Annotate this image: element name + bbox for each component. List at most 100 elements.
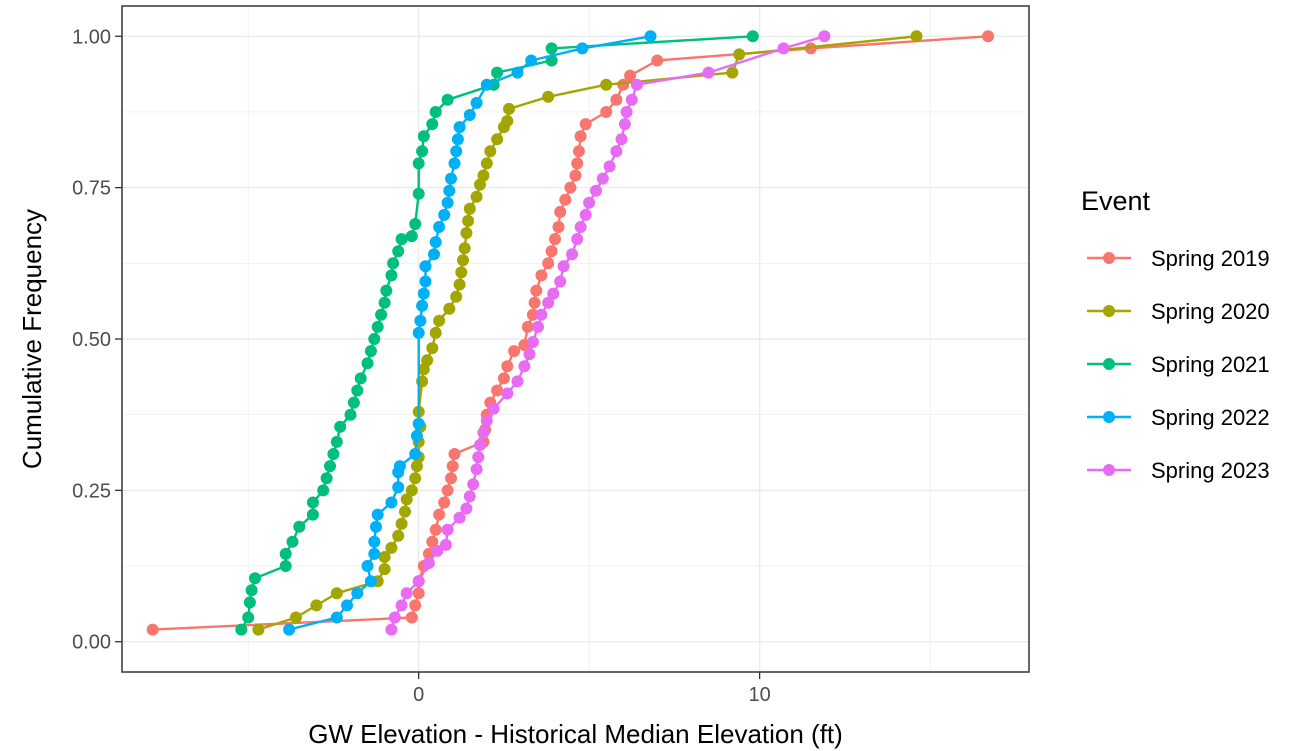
data-point-spring-2023 xyxy=(441,523,454,536)
data-point-spring-2023 xyxy=(439,538,452,551)
y-tick-label: 0.00 xyxy=(72,632,111,654)
data-point-spring-2022 xyxy=(511,66,524,79)
data-point-spring-2022 xyxy=(351,587,364,600)
series-spring-2020 xyxy=(252,30,923,636)
data-point-spring-2022 xyxy=(433,221,446,233)
data-point-spring-2023 xyxy=(472,451,485,464)
data-point-spring-2020 xyxy=(378,551,391,563)
data-point-spring-2020 xyxy=(395,517,408,530)
data-point-spring-2023 xyxy=(511,375,524,388)
data-point-spring-2020 xyxy=(462,214,475,227)
legend-key-point xyxy=(1103,252,1115,264)
data-point-spring-2023 xyxy=(385,623,398,636)
data-point-spring-2023 xyxy=(630,78,643,91)
legend-label: Spring 2019 xyxy=(1151,246,1270,271)
data-point-spring-2023 xyxy=(625,93,638,106)
data-point-spring-2022 xyxy=(410,429,423,442)
data-point-spring-2023 xyxy=(535,308,548,321)
data-point-spring-2023 xyxy=(480,414,493,427)
data-point-spring-2019 xyxy=(448,448,461,460)
data-point-spring-2019 xyxy=(526,308,539,321)
data-point-spring-2019 xyxy=(445,472,457,485)
data-point-spring-2023 xyxy=(395,599,408,612)
data-point-spring-2021 xyxy=(327,448,340,460)
legend-item-spring-2020: Spring 2020 xyxy=(1087,299,1270,324)
data-point-spring-2023 xyxy=(388,611,401,624)
data-point-spring-2021 xyxy=(361,357,374,370)
data-point-spring-2022 xyxy=(428,248,440,261)
series-spring-2023 xyxy=(385,30,831,636)
data-point-spring-2023 xyxy=(566,248,579,261)
y-tick-label: 0.25 xyxy=(72,480,111,502)
data-point-spring-2019 xyxy=(405,611,418,624)
data-point-spring-2020 xyxy=(426,342,439,355)
data-point-spring-2022 xyxy=(414,314,427,327)
data-point-spring-2020 xyxy=(421,354,434,367)
data-point-spring-2022 xyxy=(409,448,422,460)
data-point-spring-2021 xyxy=(746,30,759,43)
data-point-spring-2022 xyxy=(417,287,430,300)
data-point-spring-2021 xyxy=(371,320,384,333)
legend-label: Spring 2021 xyxy=(1151,352,1270,377)
data-point-spring-2019 xyxy=(528,296,541,309)
data-point-spring-2020 xyxy=(405,484,418,497)
data-point-spring-2021 xyxy=(416,145,429,158)
legend-key-point xyxy=(1103,358,1115,370)
data-point-spring-2022 xyxy=(453,121,466,134)
data-point-spring-2020 xyxy=(409,472,422,485)
data-point-spring-2020 xyxy=(460,227,473,239)
data-point-spring-2020 xyxy=(600,78,613,91)
data-point-spring-2022 xyxy=(470,96,483,109)
legend-items: Spring 2019 Spring 2020 Spring 2021 Spring … xyxy=(1087,246,1270,483)
data-point-spring-2022 xyxy=(448,157,461,170)
legend-key-point xyxy=(1103,464,1115,476)
data-point-spring-2021 xyxy=(293,520,306,533)
data-point-spring-2019 xyxy=(146,623,159,636)
data-point-spring-2019 xyxy=(564,181,577,194)
data-point-spring-2022 xyxy=(361,560,374,572)
legend-label: Spring 2020 xyxy=(1151,299,1270,324)
data-point-spring-2022 xyxy=(644,30,657,43)
data-point-spring-2021 xyxy=(320,472,333,485)
data-point-spring-2021 xyxy=(347,396,360,409)
data-point-spring-2019 xyxy=(433,508,446,521)
legend-key-point xyxy=(1103,305,1115,317)
data-point-spring-2020 xyxy=(400,493,413,506)
data-point-spring-2022 xyxy=(525,54,538,67)
data-point-spring-2019 xyxy=(409,599,422,612)
data-point-spring-2019 xyxy=(571,157,584,170)
data-point-spring-2023 xyxy=(523,348,536,361)
plot-panel xyxy=(121,5,1030,673)
data-point-spring-2019 xyxy=(651,54,664,67)
data-point-spring-2021 xyxy=(491,66,504,79)
data-point-spring-2019 xyxy=(497,372,510,385)
data-point-spring-2023 xyxy=(467,478,480,491)
data-point-spring-2020 xyxy=(429,326,442,339)
data-point-spring-2019 xyxy=(530,284,543,297)
y-tick-label: 0.75 xyxy=(72,178,111,200)
data-point-spring-2019 xyxy=(535,269,548,282)
legend-key-point xyxy=(1103,411,1115,423)
legend-item-spring-2022: Spring 2022 xyxy=(1087,405,1270,430)
data-point-spring-2022 xyxy=(576,42,589,55)
data-point-spring-2019 xyxy=(569,169,582,182)
data-point-spring-2023 xyxy=(777,42,790,55)
data-point-spring-2023 xyxy=(532,320,544,333)
legend-label: Spring 2022 xyxy=(1151,405,1270,430)
data-point-spring-2023 xyxy=(579,208,592,221)
data-point-spring-2020 xyxy=(392,529,405,542)
data-point-spring-2021 xyxy=(317,484,330,497)
data-point-spring-2021 xyxy=(385,269,398,282)
data-point-spring-2021 xyxy=(387,257,400,270)
data-point-spring-2022 xyxy=(463,109,476,121)
data-point-spring-2023 xyxy=(400,587,413,600)
y-tick-label: 0.50 xyxy=(72,329,111,351)
data-point-spring-2021 xyxy=(417,130,430,143)
data-point-spring-2022 xyxy=(429,236,442,249)
data-point-spring-2020 xyxy=(910,30,923,43)
data-point-spring-2021 xyxy=(306,508,319,521)
data-point-spring-2021 xyxy=(286,535,299,548)
data-point-spring-2023 xyxy=(702,66,715,79)
data-point-spring-2020 xyxy=(310,599,323,612)
